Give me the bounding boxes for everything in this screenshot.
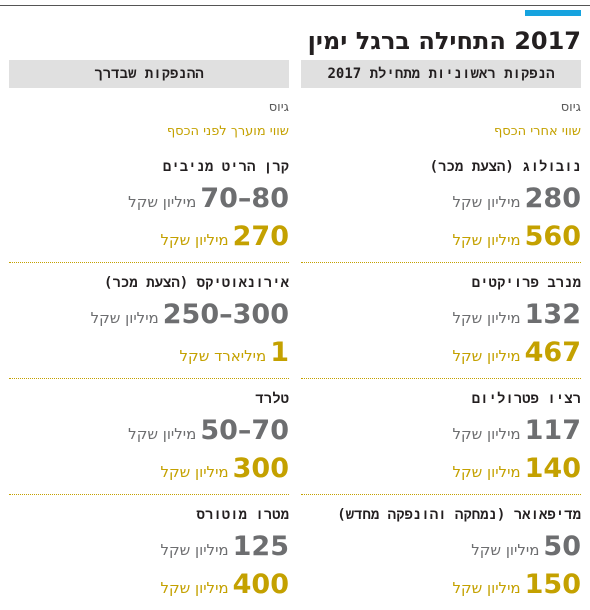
company-name: נובולוג (הצעת מכר) [429, 159, 581, 175]
raised-number: 117 [524, 415, 581, 446]
legend-raised-label: גיוס [560, 100, 581, 115]
valuation-number: 400 [232, 569, 289, 600]
legend-value-label: שווי אחרי הכסף [493, 124, 581, 139]
raised-number: 50 [543, 531, 581, 562]
valuation-unit: מיליון שקל [452, 347, 521, 365]
raised-unit: מיליון שקל [128, 193, 197, 211]
raised-amount: 132מיליון שקל [301, 299, 581, 331]
ipo-entry: מנרב פרויקטים 132מיליון שקל 467מיליון שק… [301, 263, 581, 379]
valuation-number: 467 [524, 337, 581, 368]
ipo-entry: נובולוג (הצעת מכר) 280מיליון שקל 560מילי… [301, 147, 581, 263]
raised-number: 280 [524, 183, 581, 214]
top-rule [0, 5, 590, 6]
raised-amount: 50מיליון שקל [301, 531, 581, 563]
raised-number: 300–250 [162, 299, 289, 330]
valuation-unit: מיליון שקל [452, 463, 521, 481]
valuation-number: 150 [524, 569, 581, 600]
company-name: רציו פטרוליום [471, 391, 581, 407]
raised-amount: 300–250מיליון שקל [9, 299, 289, 331]
company-name: טלרד [255, 391, 289, 407]
ipo-entry: מטרו מוטורס 125מיליון שקל 400מיליון שקל [9, 495, 289, 610]
legend-raised-label: גיוס [268, 100, 289, 115]
valuation-amount: 150מיליון שקל [301, 569, 581, 601]
raised-amount: 70–50מיליון שקל [9, 415, 289, 447]
raised-amount: 80–70מיליון שקל [9, 183, 289, 215]
raised-amount: 117מיליון שקל [301, 415, 581, 447]
ipo-entry: מדיפאואר (נמחקה והונפקה מחדש) 50מיליון ש… [301, 495, 581, 610]
raised-unit: מיליון שקל [160, 541, 229, 559]
column-ipos-2017: הנפקות ראשוניות מתחילת 2017 גיוס שווי אח… [301, 60, 581, 610]
valuation-amount: 400מיליון שקל [9, 569, 289, 601]
raised-amount: 280מיליון שקל [301, 183, 581, 215]
company-name: מדיפאואר (נמחקה והונפקה מחדש) [337, 507, 581, 523]
column-header: ההנפקות שבדרך [9, 60, 289, 88]
valuation-amount: 270מיליון שקל [9, 221, 289, 253]
company-name: מטרו מוטורס [196, 507, 289, 523]
raised-unit: מיליון שקל [452, 309, 521, 327]
page-title: 2017 התחילה ברגל ימין [307, 27, 581, 55]
valuation-number: 1 [270, 337, 289, 368]
valuation-unit: מיליון שקל [160, 463, 229, 481]
legend-value-label: שווי מוערך לפני הכסף [166, 124, 289, 139]
raised-number: 80–70 [200, 183, 289, 214]
column-header: הנפקות ראשוניות מתחילת 2017 [301, 60, 581, 88]
raised-unit: מיליון שקל [452, 193, 521, 211]
valuation-unit: מיליון שקל [452, 231, 521, 249]
valuation-number: 270 [232, 221, 289, 252]
valuation-number: 140 [524, 453, 581, 484]
company-name: קרן הריט מניבים [162, 159, 289, 175]
ipo-entry: רציו פטרוליום 117מיליון שקל 140מיליון שק… [301, 379, 581, 495]
valuation-amount: 467מיליון שקל [301, 337, 581, 369]
valuation-unit: מיליון שקל [160, 231, 229, 249]
valuation-number: 560 [524, 221, 581, 252]
company-name: מנרב פרויקטים [471, 275, 581, 291]
valuation-amount: 300מיליון שקל [9, 453, 289, 485]
ipo-entry: טלרד 70–50מיליון שקל 300מיליון שקל [9, 379, 289, 495]
valuation-amount: 1מיליארד שקל [9, 337, 289, 369]
raised-unit: מיליון שקל [452, 425, 521, 443]
raised-unit: מיליון שקל [90, 309, 159, 327]
column-upcoming-ipos: ההנפקות שבדרך גיוס שווי מוערך לפני הכסף … [9, 60, 289, 610]
raised-amount: 125מיליון שקל [9, 531, 289, 563]
valuation-unit: מיליון שקל [452, 579, 521, 597]
raised-number: 132 [524, 299, 581, 330]
company-name: אירונאוטיקס (הצעת מכר) [104, 275, 289, 291]
valuation-unit: מיליארד שקל [179, 347, 267, 365]
ipo-entry: קרן הריט מניבים 80–70מיליון שקל 270מיליו… [9, 147, 289, 263]
valuation-unit: מיליון שקל [160, 579, 229, 597]
raised-unit: מיליון שקל [128, 425, 197, 443]
raised-number: 125 [232, 531, 289, 562]
valuation-amount: 560מיליון שקל [301, 221, 581, 253]
valuation-number: 300 [232, 453, 289, 484]
raised-unit: מיליון שקל [471, 541, 540, 559]
ipo-entry: אירונאוטיקס (הצעת מכר) 300–250מיליון שקל… [9, 263, 289, 379]
raised-number: 70–50 [200, 415, 289, 446]
accent-bar [525, 10, 581, 16]
valuation-amount: 140מיליון שקל [301, 453, 581, 485]
